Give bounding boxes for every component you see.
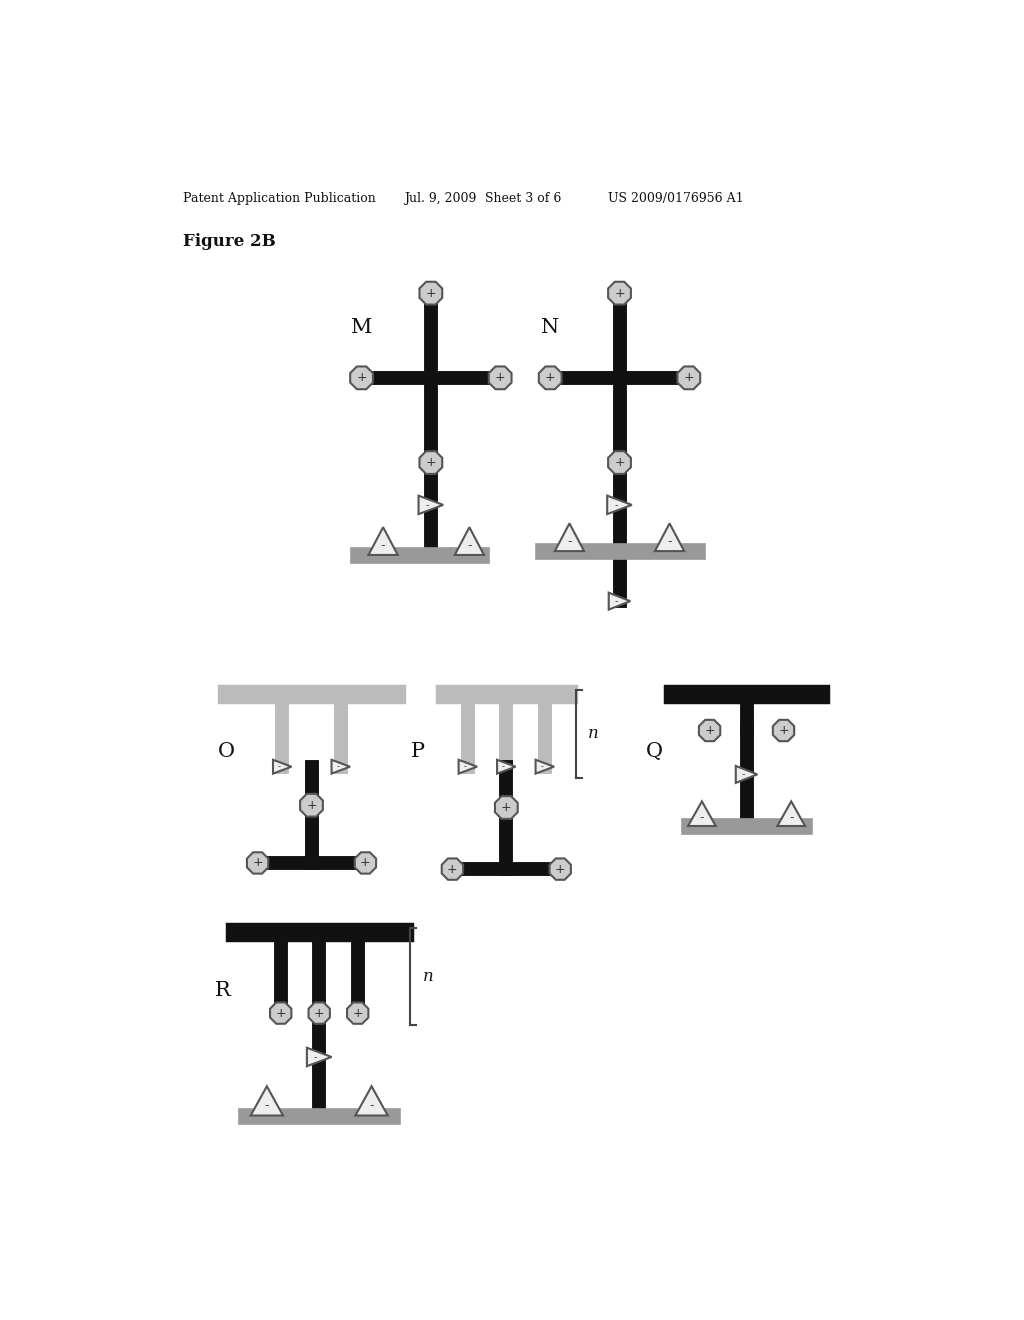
Text: -: - [313,1052,317,1063]
Polygon shape [420,451,442,474]
Text: -: - [614,597,618,606]
Text: +: + [705,723,715,737]
Text: -: - [502,762,505,771]
Text: -: - [464,762,467,771]
Text: M: M [351,318,372,338]
Text: O: O [218,742,236,760]
Polygon shape [539,367,561,389]
Text: Patent Application Publication: Patent Application Publication [183,191,376,205]
Polygon shape [347,1002,369,1024]
Text: +: + [495,371,506,384]
Text: P: P [411,742,425,760]
Polygon shape [773,719,795,742]
Text: n: n [588,726,599,742]
Text: -: - [425,500,429,510]
Polygon shape [420,281,442,305]
Text: -: - [467,540,472,552]
Polygon shape [355,1086,388,1115]
Polygon shape [270,1002,292,1024]
Text: +: + [614,455,625,469]
Polygon shape [607,496,632,515]
Text: +: + [306,799,316,812]
Text: +: + [356,371,367,384]
Text: Sheet 3 of 6: Sheet 3 of 6 [484,191,561,205]
Text: +: + [555,862,565,875]
Polygon shape [455,527,484,554]
Text: +: + [501,801,512,814]
Text: +: + [778,723,788,737]
Text: +: + [614,286,625,300]
Text: -: - [567,536,571,548]
Polygon shape [536,760,554,774]
Text: +: + [275,1007,286,1019]
Polygon shape [332,760,350,774]
Text: +: + [352,1007,364,1019]
Text: -: - [741,770,745,779]
Text: +: + [426,455,436,469]
Polygon shape [419,496,443,515]
Polygon shape [488,367,512,389]
Polygon shape [441,858,463,880]
Text: -: - [541,762,544,771]
Polygon shape [350,367,373,389]
Polygon shape [354,853,376,874]
Polygon shape [497,760,515,774]
Text: +: + [314,1007,325,1019]
Text: n: n [422,968,433,985]
Text: US 2009/0176956 A1: US 2009/0176956 A1 [608,191,743,205]
Text: -: - [788,812,794,825]
Text: Jul. 9, 2009: Jul. 9, 2009 [403,191,476,205]
Text: Figure 2B: Figure 2B [183,234,275,249]
Text: -: - [370,1100,374,1113]
Text: +: + [252,857,263,870]
Polygon shape [550,858,571,880]
Text: R: R [215,981,230,999]
Polygon shape [736,766,758,783]
Polygon shape [300,793,323,817]
Text: -: - [278,762,281,771]
Polygon shape [307,1048,332,1067]
Polygon shape [608,451,631,474]
Polygon shape [459,760,477,774]
Polygon shape [608,281,631,305]
Polygon shape [655,524,684,552]
Polygon shape [308,1002,330,1024]
Text: +: + [360,857,371,870]
Text: +: + [683,371,694,384]
Polygon shape [495,796,518,818]
Text: +: + [447,862,458,875]
Text: -: - [337,762,340,771]
Polygon shape [678,367,700,389]
Polygon shape [273,760,292,774]
Text: N: N [541,318,559,338]
Polygon shape [777,801,805,826]
Polygon shape [699,719,720,742]
Text: +: + [545,371,556,384]
Text: -: - [264,1100,269,1113]
Text: Q: Q [646,742,663,760]
Polygon shape [555,524,584,552]
Text: +: + [426,286,436,300]
Polygon shape [247,853,268,874]
Polygon shape [688,801,716,826]
Polygon shape [608,593,631,610]
Polygon shape [369,527,397,554]
Text: -: - [614,500,617,510]
Text: -: - [668,536,672,548]
Text: -: - [381,540,385,552]
Text: -: - [699,812,705,825]
Polygon shape [251,1086,283,1115]
